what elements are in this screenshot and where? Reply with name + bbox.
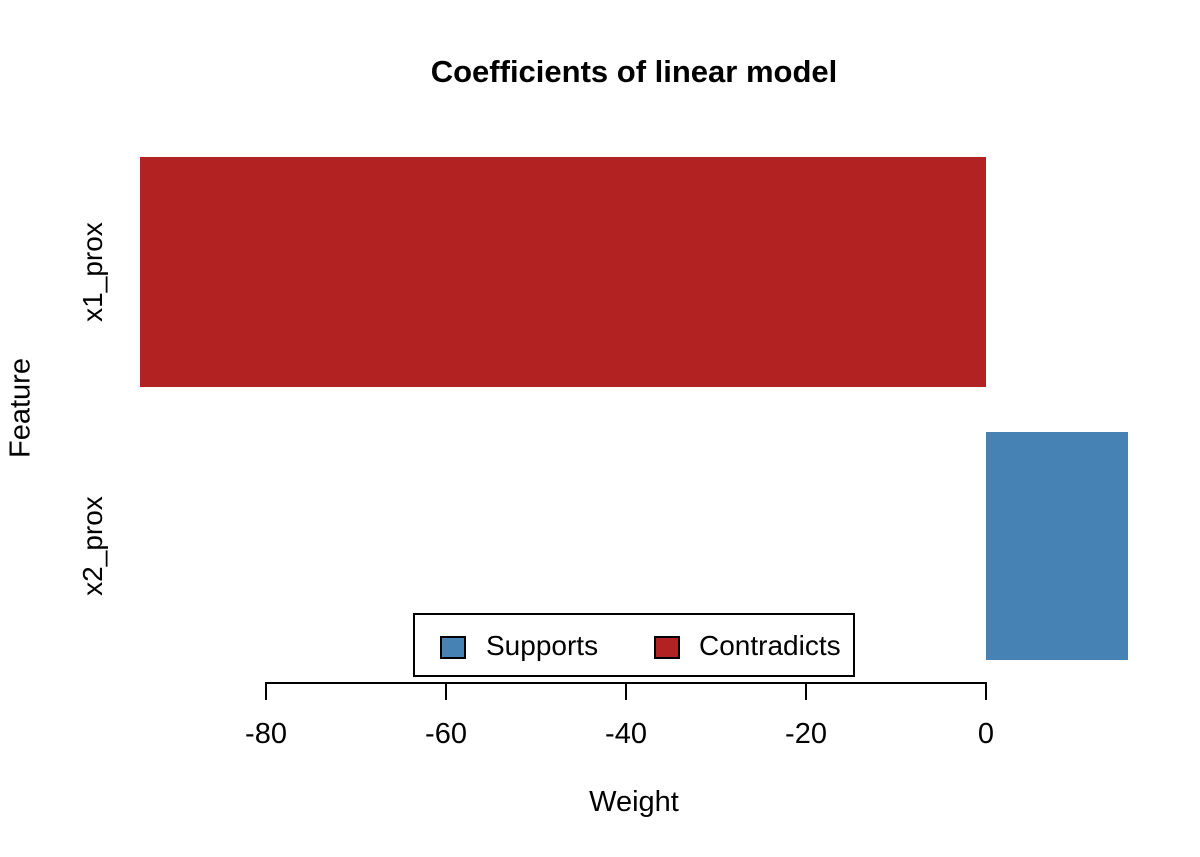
x-tick-mark: [265, 682, 267, 700]
legend-swatch-supports: [440, 636, 466, 659]
ytick-label-x2_prox: x2_prox: [77, 496, 108, 596]
x-tick-label: 0: [977, 718, 995, 750]
legend-label-supports: Supports: [486, 630, 599, 661]
legend-label-contradicts: Contradicts: [699, 630, 841, 661]
x-tick-mark: [805, 682, 807, 700]
x-axis-label: Weight: [589, 786, 679, 818]
x-tick-label: -60: [425, 718, 467, 750]
bar-x1_prox: [140, 157, 986, 387]
ytick-label-x1_prox: x1_prox: [77, 222, 108, 322]
legend-swatch-contradicts: [654, 636, 680, 659]
x-tick-label: -20: [785, 718, 827, 750]
legend: Supports Contradicts: [413, 613, 855, 677]
x-tick-mark: [985, 682, 987, 700]
x-tick-label: -80: [245, 718, 287, 750]
x-tick-mark: [625, 682, 627, 700]
y-axis-label: Feature: [4, 358, 37, 458]
bar-x2_prox: [986, 432, 1129, 660]
x-tick-label: -40: [605, 718, 647, 750]
chart-title: Coefficients of linear model: [430, 54, 838, 89]
x-tick-mark: [445, 682, 447, 700]
